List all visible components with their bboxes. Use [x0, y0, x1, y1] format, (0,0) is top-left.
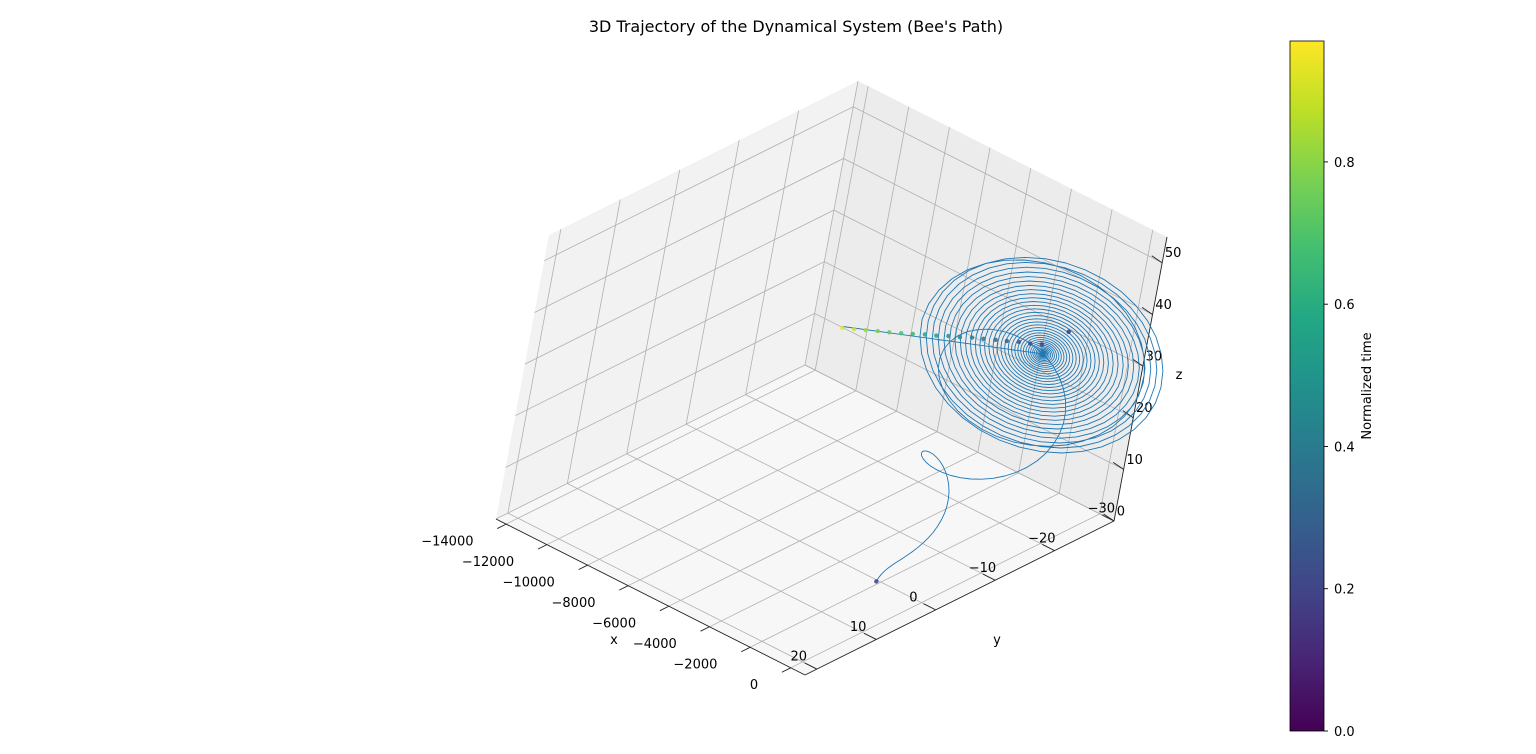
- y-tick-label: 0: [909, 591, 917, 606]
- chart-title: 3D Trajectory of the Dynamical System (B…: [589, 17, 1003, 36]
- colorbar-gradient: [1289, 40, 1325, 732]
- x-tick-label: −2000: [673, 658, 717, 673]
- time-marker: [887, 330, 892, 335]
- colorbar-tick-label: 0.6: [1334, 298, 1355, 313]
- z-grid-line: [495, 364, 1115, 522]
- y-axis-label: y: [993, 633, 1001, 648]
- z-tick: [1132, 358, 1144, 367]
- time-marker: [840, 325, 845, 331]
- y-tick: [1042, 544, 1055, 552]
- y-axis-line: [804, 520, 1115, 676]
- z-grid-line: [515, 261, 1134, 419]
- x-axis-line: [495, 518, 806, 676]
- time-marker: [922, 332, 928, 337]
- z-tick: [1151, 255, 1163, 264]
- time-marker: [1066, 329, 1071, 334]
- y-tick-label: −30: [1088, 502, 1115, 517]
- colorbar-label: Normalized time: [1360, 332, 1375, 439]
- time-marker: [910, 331, 915, 337]
- time-marker: [863, 328, 868, 333]
- y-tick-label: −20: [1028, 531, 1055, 546]
- z-tick: [1122, 410, 1134, 419]
- x-tick: [781, 667, 791, 673]
- time-marker: [1016, 339, 1022, 345]
- z-axis-label: z: [1176, 368, 1183, 383]
- x-tick: [578, 564, 588, 571]
- colorbar-tick-label: 0.0: [1334, 725, 1355, 740]
- axes-lines: [495, 236, 1168, 676]
- x-tick-label: −12000: [462, 555, 514, 570]
- back-left-pane: [496, 81, 858, 519]
- time-marker: [874, 579, 879, 584]
- x-tick-label: −6000: [592, 617, 636, 632]
- x-tick: [537, 544, 548, 550]
- x-tick-label: −4000: [633, 637, 677, 652]
- y-tick: [804, 662, 818, 670]
- time-marker: [875, 328, 880, 334]
- z-grid-line: [544, 106, 1163, 264]
- x-tick-label: −8000: [552, 596, 596, 611]
- y-tick-label: 20: [791, 650, 808, 665]
- z-tick-label: 30: [1146, 350, 1163, 365]
- trajectory-line: [842, 256, 1164, 582]
- y-tick: [923, 603, 936, 611]
- z-grid-line: [524, 209, 1144, 367]
- x-axis-label: x: [610, 633, 618, 648]
- y-tick-label: −10: [969, 561, 996, 576]
- z-grid-line: [505, 312, 1124, 470]
- time-marker: [852, 326, 857, 332]
- z-tick: [1112, 461, 1124, 470]
- colorbar-tick-label: 0.4: [1334, 441, 1355, 456]
- z-tick-label: 10: [1126, 453, 1143, 468]
- time-marker: [934, 333, 939, 338]
- axes-grid: [495, 80, 1163, 670]
- z-grid-line: [534, 158, 1153, 315]
- x-tick-label: 0: [750, 678, 758, 693]
- z-tick-label: 50: [1165, 246, 1182, 261]
- x-tick-label: −10000: [503, 576, 555, 591]
- x-tick: [700, 626, 710, 632]
- colorbar: 0.0 0.2 0.4 0.6 0.8 Normalized time: [1289, 40, 1375, 740]
- z-tick: [1103, 513, 1115, 522]
- x-tick: [497, 523, 507, 529]
- time-marker: [946, 333, 951, 339]
- time-marker: [957, 335, 963, 340]
- time-markers-layer: [840, 325, 1071, 584]
- back-right-pane: [805, 81, 1167, 521]
- y-tick-label: 10: [850, 620, 867, 635]
- colorbar-ticks: 0.0 0.2 0.4 0.6 0.8: [1324, 156, 1355, 740]
- time-marker: [981, 336, 986, 341]
- time-marker: [993, 337, 998, 342]
- time-marker: [1028, 341, 1033, 346]
- z-tick: [1141, 307, 1153, 315]
- time-marker: [1039, 342, 1045, 347]
- z-tick-label: 0: [1117, 504, 1125, 519]
- x-tick-label: −14000: [421, 534, 473, 549]
- x-tick: [619, 585, 629, 591]
- z-tick-label: 40: [1155, 298, 1172, 313]
- y-tick: [863, 632, 877, 640]
- colorbar-tick-label: 0.8: [1334, 156, 1355, 171]
- time-marker: [899, 331, 904, 336]
- time-marker: [1004, 338, 1010, 344]
- y-tick: [982, 573, 996, 581]
- z-axis-line: [1113, 236, 1168, 522]
- trajectory-layer: [842, 256, 1164, 582]
- axes-ticks: 0−2000−4000−6000−8000−10000−12000−14000−…: [421, 246, 1181, 693]
- x-tick: [740, 646, 751, 653]
- x-tick: [659, 605, 669, 612]
- colorbar-tick-label: 0.2: [1334, 583, 1355, 598]
- time-marker: [969, 335, 975, 340]
